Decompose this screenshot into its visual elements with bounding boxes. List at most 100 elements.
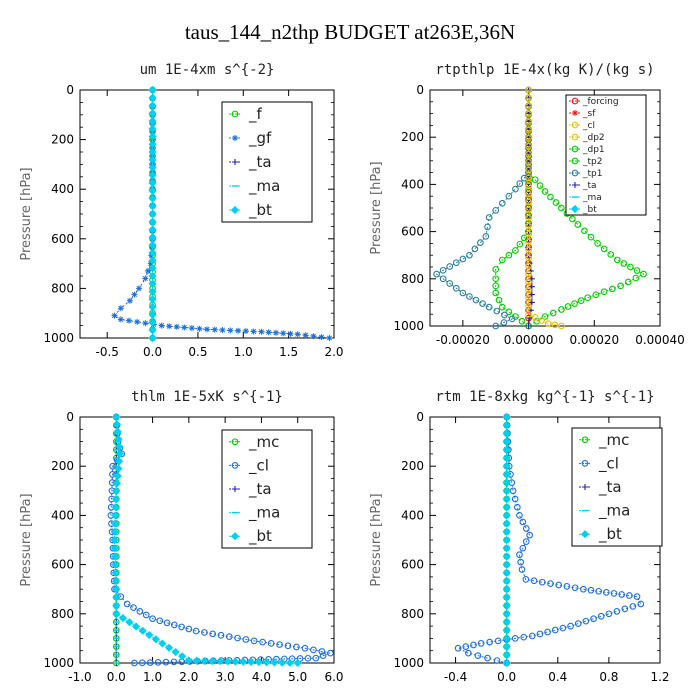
series-marker [258, 328, 265, 335]
series-marker [551, 321, 559, 329]
series-marker [525, 310, 532, 318]
series-marker [525, 174, 532, 182]
series-marker [464, 649, 472, 657]
series-marker [446, 280, 454, 287]
series-marker [302, 332, 309, 339]
y-tick-label: 0 [416, 83, 424, 97]
series-marker [502, 642, 511, 651]
series-marker [267, 639, 275, 647]
legend-label: _dp2 [582, 133, 605, 143]
series-marker [284, 642, 292, 650]
x-tick-label: 1.0 [143, 670, 162, 684]
legend: _mc _cl _ta _ma _bt [221, 429, 313, 549]
series-marker [569, 215, 576, 223]
chart-panel: um 1E-4xm s^{-2} Pressure [hPa] 0 200 400 600… [19, 62, 344, 359]
series-marker [145, 268, 152, 275]
series-marker [592, 291, 600, 299]
series-marker [597, 612, 605, 620]
series-marker [439, 266, 447, 274]
series-marker [123, 600, 131, 608]
series-marker [502, 601, 511, 610]
legend-marker [571, 97, 579, 105]
series-marker [477, 239, 484, 246]
legend-marker [581, 460, 589, 467]
series-marker [211, 326, 218, 333]
x-tick-label: 1.2 [650, 670, 669, 684]
x-tick-label: -1.0 [68, 670, 91, 684]
series-marker [633, 267, 641, 274]
series-marker [512, 247, 519, 254]
legend-box [565, 94, 647, 216]
series-marker [525, 206, 532, 214]
series-marker [452, 259, 460, 267]
series-marker [148, 217, 157, 226]
series-marker [525, 158, 532, 166]
legend-marker [571, 145, 579, 153]
x-tick-label: 0.00000 [504, 333, 554, 347]
series-marker [526, 531, 534, 539]
series-marker [594, 240, 601, 247]
series-marker [587, 586, 595, 594]
series-marker [259, 638, 266, 646]
series-marker [262, 658, 271, 667]
series-marker [518, 317, 526, 325]
series-marker [326, 335, 333, 341]
series-marker [148, 295, 157, 304]
series-marker [538, 578, 546, 586]
series-marker [219, 327, 226, 334]
series-marker [148, 326, 157, 335]
series-marker [522, 538, 530, 545]
legend-label: _f [248, 105, 263, 124]
series-marker [519, 518, 527, 526]
y-tick-label: 400 [51, 182, 74, 196]
series-marker [234, 634, 241, 642]
y-tick-label: 200 [51, 459, 74, 473]
series-marker [502, 658, 511, 668]
series-marker [536, 630, 544, 638]
series-marker [482, 232, 490, 240]
legend-marker [232, 159, 238, 165]
series-marker [471, 245, 479, 253]
series-marker [502, 544, 511, 553]
series-marker [502, 421, 511, 430]
legend-marker [571, 157, 579, 165]
legend-marker [231, 110, 239, 118]
series-marker [574, 221, 582, 228]
series-marker [501, 311, 508, 319]
series-marker [502, 576, 511, 586]
y-tick-label: 800 [51, 281, 74, 295]
series-marker [446, 263, 454, 270]
series-marker [541, 188, 549, 195]
series-marker [525, 323, 532, 329]
legend-label: _cl [582, 121, 595, 131]
chart-panel: rtm 1E-8xkg kg^{-1} s^{-1} Pressure [hPa]… [369, 389, 670, 684]
legend-marker [571, 169, 579, 177]
legend-label: _ma [248, 177, 280, 196]
series-marker [498, 199, 506, 207]
legend-marker [232, 135, 238, 141]
series-marker [111, 494, 121, 504]
series-marker [558, 322, 565, 330]
series-marker [126, 297, 133, 304]
series-line [435, 90, 530, 327]
series-marker [148, 240, 157, 250]
series-marker [111, 560, 120, 569]
series-marker [148, 279, 157, 288]
series-marker [142, 611, 150, 619]
series-marker [516, 551, 523, 559]
series-marker [528, 632, 536, 640]
series-marker [242, 636, 250, 643]
series-marker [280, 330, 287, 337]
series-marker [525, 238, 532, 246]
series-marker [310, 646, 317, 654]
series-marker [131, 659, 138, 667]
x-tick-label: 1.5 [279, 345, 298, 359]
series-marker [148, 202, 157, 211]
series-marker [293, 658, 302, 668]
series-marker [148, 186, 157, 195]
series-marker [525, 94, 532, 102]
series-marker [492, 207, 500, 214]
series-marker [531, 313, 539, 321]
series-marker [525, 102, 532, 110]
series-marker [520, 633, 528, 641]
